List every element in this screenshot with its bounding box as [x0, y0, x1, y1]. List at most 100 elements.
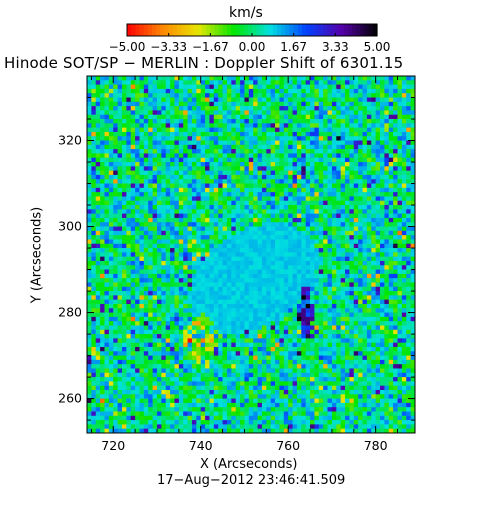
- heatmap-cell: [183, 174, 188, 180]
- heatmap-cell: [130, 144, 136, 150]
- heatmap-cell: [152, 325, 158, 331]
- heatmap-cell: [266, 334, 272, 339]
- heatmap-cell: [222, 166, 228, 172]
- heatmap-cell: [135, 196, 140, 202]
- heatmap-cell: [231, 93, 237, 98]
- heatmap-cell: [248, 346, 254, 352]
- heatmap-cell: [358, 196, 363, 202]
- heatmap-cell: [288, 334, 293, 339]
- heatmap-cell: [87, 226, 92, 232]
- heatmap-cell: [235, 355, 241, 361]
- heatmap-cell: [240, 192, 245, 197]
- heatmap-cell: [270, 93, 276, 98]
- heatmap-cell: [283, 316, 289, 322]
- heatmap-cell: [310, 346, 315, 352]
- heatmap-cell: [218, 355, 223, 361]
- heatmap-cell: [191, 278, 197, 283]
- heatmap-cell: [301, 260, 307, 266]
- heatmap-cell: [95, 123, 101, 129]
- heatmap-cell: [130, 248, 136, 253]
- heatmap-cell: [174, 329, 180, 335]
- heatmap-cell: [401, 321, 407, 326]
- heatmap-cell: [161, 260, 167, 266]
- heatmap-cell: [152, 192, 158, 197]
- heatmap-cell: [336, 170, 342, 176]
- heatmap-cell: [336, 157, 342, 163]
- heatmap-cell: [200, 334, 206, 339]
- heatmap-cell: [196, 88, 202, 94]
- heatmap-cell: [113, 183, 119, 189]
- heatmap-cell: [310, 351, 315, 356]
- heatmap-cell: [126, 269, 132, 275]
- heatmap-cell: [248, 119, 254, 124]
- heatmap-cell: [244, 144, 250, 150]
- heatmap-cell: [165, 97, 171, 103]
- heatmap-cell: [388, 101, 394, 107]
- heatmap-cell: [380, 346, 385, 352]
- heatmap-cell: [349, 299, 355, 305]
- heatmap-cell: [305, 260, 311, 266]
- heatmap-cell: [148, 153, 153, 159]
- heatmap-cell: [187, 101, 193, 107]
- heatmap-cell: [174, 153, 180, 159]
- heatmap-cell: [187, 119, 193, 124]
- heatmap-cell: [296, 342, 302, 348]
- heatmap-cell: [296, 136, 302, 141]
- heatmap-cell: [139, 80, 145, 85]
- heatmap-cell: [275, 243, 280, 249]
- heatmap-cell: [283, 144, 289, 150]
- heatmap-cell: [292, 265, 298, 270]
- heatmap-cell: [95, 351, 101, 356]
- heatmap-cell: [222, 316, 228, 322]
- heatmap-cell: [397, 192, 403, 197]
- heatmap-cell: [310, 286, 315, 292]
- heatmap-cell: [121, 88, 127, 94]
- heatmap-cell: [218, 183, 223, 189]
- heatmap-cell: [170, 114, 175, 120]
- heatmap-cell: [388, 252, 394, 258]
- heatmap-cell: [366, 114, 372, 120]
- heatmap-cell: [95, 222, 101, 227]
- heatmap-cell: [87, 187, 92, 193]
- heatmap-cell: [261, 334, 267, 339]
- heatmap-cell: [108, 119, 114, 124]
- heatmap-cell: [231, 235, 237, 240]
- heatmap-cell: [156, 119, 162, 124]
- heatmap-cell: [406, 157, 412, 163]
- heatmap-cell: [170, 303, 175, 309]
- heatmap-cell: [200, 209, 206, 215]
- heatmap-cell: [253, 312, 258, 318]
- heatmap-cell: [301, 239, 307, 245]
- heatmap-cell: [288, 123, 293, 129]
- heatmap-cell: [126, 235, 132, 240]
- heatmap-cell: [104, 106, 110, 111]
- heatmap-cell: [183, 295, 188, 301]
- heatmap-cell: [345, 192, 350, 197]
- heatmap-cell: [331, 260, 337, 266]
- heatmap-cell: [410, 183, 416, 189]
- heatmap-cell: [253, 183, 258, 189]
- heatmap-cell: [117, 97, 123, 103]
- heatmap-cell: [196, 127, 202, 133]
- heatmap-cell: [183, 222, 188, 227]
- heatmap-cell: [100, 334, 105, 339]
- heatmap-cell: [240, 136, 245, 141]
- heatmap-cell: [270, 226, 276, 232]
- heatmap-cell: [165, 355, 171, 361]
- heatmap-cell: [113, 162, 119, 167]
- heatmap-cell: [327, 312, 333, 318]
- heatmap-cell: [336, 303, 342, 309]
- heatmap-cell: [91, 174, 97, 180]
- heatmap-cell: [222, 329, 228, 335]
- heatmap-cell: [117, 174, 123, 180]
- heatmap-cell: [406, 256, 412, 262]
- heatmap-cell: [331, 243, 337, 249]
- heatmap-cell: [152, 291, 158, 296]
- heatmap-cell: [161, 338, 167, 344]
- heatmap-cell: [113, 76, 119, 81]
- heatmap-cell: [121, 252, 127, 258]
- heatmap-cell: [87, 136, 92, 141]
- heatmap-cell: [292, 334, 298, 339]
- heatmap-cell: [240, 153, 245, 159]
- heatmap-cell: [222, 209, 228, 215]
